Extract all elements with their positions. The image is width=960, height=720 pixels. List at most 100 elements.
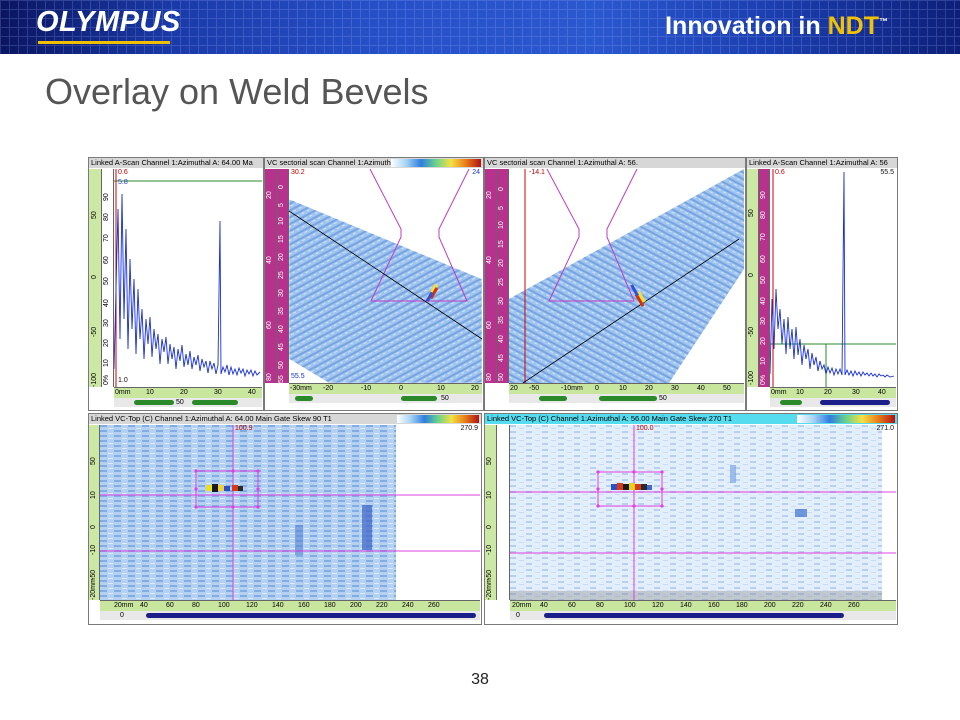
tick-label: 60 bbox=[760, 255, 767, 263]
tick-label: 0 bbox=[748, 273, 755, 277]
tagline: Innovation in NDT™ bbox=[665, 12, 888, 41]
right-value: 271.0 bbox=[876, 425, 894, 432]
scroll-bar[interactable]: 50 bbox=[509, 394, 744, 403]
percent-ruler[interactable]: 90 80 70 60 50 40 30 20 10 0% bbox=[759, 169, 770, 387]
tick-label: 50 bbox=[760, 276, 767, 284]
depth-ruler-vertical[interactable]: 0 5 10 15 20 25 30 35 40 45 50 55 bbox=[277, 169, 289, 383]
tick-label: 140 bbox=[680, 602, 692, 609]
tick-label: -10 bbox=[90, 544, 97, 555]
panel-title-text: Linked VC-Top (C) Channel 1:Azimuthal A:… bbox=[91, 414, 332, 423]
panel-title: Linked VC-Top (C) Channel 1:Azimuthal A:… bbox=[89, 414, 481, 424]
scroll-bar[interactable]: 50 bbox=[114, 398, 262, 407]
tick-label: 200 bbox=[350, 602, 362, 609]
cscan-svg bbox=[510, 425, 896, 600]
tick-label: 30 bbox=[498, 297, 505, 305]
scan-ruler[interactable]: 20mm 40 60 80 100 120 140 160 180 200 22… bbox=[100, 600, 480, 611]
page-number: 38 bbox=[471, 671, 489, 688]
color-palette-bar[interactable] bbox=[797, 415, 895, 423]
angle-ruler[interactable]: 20 40 60 80 bbox=[485, 169, 497, 383]
tick-label: 240 bbox=[402, 602, 414, 609]
tick-label: 5 bbox=[498, 206, 505, 210]
tick-label: 0mm bbox=[771, 389, 787, 396]
scroll-value: 50 bbox=[659, 395, 667, 402]
scroll-bar[interactable]: 50 bbox=[289, 394, 482, 403]
depth-ruler[interactable]: 0mm 10 20 30 40 bbox=[770, 387, 896, 398]
tick-label: 40 bbox=[140, 602, 148, 609]
depth-ruler-vertical[interactable]: 0 5 10 15 20 25 30 35 40 45 50 bbox=[497, 169, 509, 383]
depth-ruler[interactable]: 0mm 10 20 30 40 bbox=[114, 387, 262, 398]
slide-title: Overlay on Weld Bevels bbox=[45, 71, 429, 112]
tick-label: 160 bbox=[298, 602, 310, 609]
banner-grid-pattern bbox=[0, 0, 960, 54]
tick-label: 60 bbox=[486, 321, 493, 329]
ctop-left-panel: Linked VC-Top (C) Channel 1:Azimuthal A:… bbox=[88, 413, 482, 625]
tick-label: 10 bbox=[146, 389, 154, 396]
ascan-right-panel: Linked A-Scan Channel 1:Azimuthal A: 56 … bbox=[746, 157, 898, 411]
scan-ruler[interactable]: 20mm 40 60 80 100 120 140 160 180 200 22… bbox=[510, 600, 896, 611]
tick-label: 90 bbox=[103, 193, 110, 201]
tick-label: 180 bbox=[736, 602, 748, 609]
gate-top-value: 0.6 bbox=[118, 169, 128, 176]
bottom-value: 1.0 bbox=[118, 377, 128, 384]
scroll-bar[interactable]: 0 bbox=[100, 611, 480, 620]
tick-label: 20mm bbox=[512, 602, 532, 609]
tick-label: 70 bbox=[103, 234, 110, 242]
tick-label: 260 bbox=[428, 602, 440, 609]
angle-ruler[interactable]: 20 40 60 80 bbox=[265, 169, 277, 383]
color-palette-bar[interactable] bbox=[397, 415, 479, 423]
tick-label: 40 bbox=[278, 325, 285, 333]
scroll-value: 0 bbox=[120, 612, 124, 619]
tick-label: 40 bbox=[486, 256, 493, 264]
cscan-image[interactable]: 100.9 270.9 bbox=[100, 425, 480, 600]
scroll-bar[interactable] bbox=[770, 398, 896, 407]
tick-label: 10 bbox=[90, 491, 97, 499]
tick-label: 30 bbox=[103, 319, 110, 327]
tick-label: 240 bbox=[820, 602, 832, 609]
scroll-bar[interactable]: 0 bbox=[510, 611, 896, 620]
gate-top-value: 0.6 bbox=[775, 169, 785, 176]
tick-label: 30 bbox=[214, 389, 222, 396]
sector-scan-svg bbox=[289, 169, 482, 383]
index-ruler-secondary[interactable] bbox=[497, 425, 510, 600]
tick-label: 40 bbox=[540, 602, 548, 609]
panel-title: VC sectorial scan Channel 1:Azimuth bbox=[265, 158, 483, 168]
index-ruler-vertical[interactable]: 50 10 0 -10 -50 -20mm bbox=[89, 425, 100, 600]
sector-scan-image[interactable]: 30.2 24 55.5 bbox=[289, 169, 482, 383]
tick-label: 20 bbox=[180, 389, 188, 396]
tick-label: 40 bbox=[103, 299, 110, 307]
top-value: -14.1 bbox=[529, 169, 545, 176]
ascan-left-panel: Linked A-Scan Channel 1:Azimuthal A: 64.… bbox=[88, 157, 264, 411]
trademark-mark: ™ bbox=[879, 16, 888, 27]
amplitude-ruler[interactable]: 50 0 -50 -100 bbox=[747, 169, 759, 387]
ctop-right-panel: Linked VC-Top (C) Channel 1:Azimuthal A:… bbox=[484, 413, 898, 625]
tick-label: 40 bbox=[878, 389, 886, 396]
percent-ruler[interactable]: 90 80 70 60 50 40 30 20 10 0% bbox=[102, 169, 114, 387]
olympus-logo: OLYMPUS bbox=[36, 6, 181, 38]
color-palette-bar[interactable] bbox=[391, 159, 481, 167]
cscan-image[interactable]: 100.0 271.0 bbox=[510, 425, 896, 600]
tick-label: -30mm bbox=[290, 385, 312, 392]
tick-label: 35 bbox=[278, 307, 285, 315]
tick-label: 0 bbox=[498, 187, 505, 191]
tick-label: 50 bbox=[498, 373, 505, 381]
tick-label: 40 bbox=[498, 335, 505, 343]
ascan-waveform-plot[interactable]: 0.6 5.8 1.0 bbox=[114, 169, 262, 387]
index-ruler[interactable]: 20 -50 -10mm 0 10 20 30 40 50 bbox=[509, 383, 744, 394]
tick-label: 15 bbox=[498, 240, 505, 248]
header-banner: OLYMPUS Innovation in NDT™ bbox=[0, 0, 960, 54]
amplitude-ruler[interactable]: 50 0 -50 -100 bbox=[89, 169, 102, 387]
index-ruler[interactable]: -30mm -20 -10 0 10 20 bbox=[289, 383, 482, 394]
tagline-prefix: Innovation in bbox=[665, 12, 828, 40]
tick-label: 0% bbox=[760, 374, 767, 385]
cscan-indication bbox=[206, 484, 243, 492]
tick-label: 140 bbox=[272, 602, 284, 609]
sector-scan-image[interactable]: -14.1 bbox=[509, 169, 744, 383]
tick-label: 20 bbox=[471, 385, 479, 392]
ascan-waveform-plot[interactable]: 0.6 55.5 bbox=[770, 169, 896, 387]
tick-label: 40 bbox=[266, 256, 273, 264]
index-ruler-vertical[interactable]: 50 10 0 -10 -50 -20mm bbox=[485, 425, 497, 600]
panel-title: Linked VC-Top (C) Channel 1:Azimuthal A:… bbox=[485, 414, 897, 424]
tick-label: 0% bbox=[103, 374, 110, 385]
tick-label: 70 bbox=[760, 233, 767, 241]
tick-label: 25 bbox=[278, 271, 285, 279]
